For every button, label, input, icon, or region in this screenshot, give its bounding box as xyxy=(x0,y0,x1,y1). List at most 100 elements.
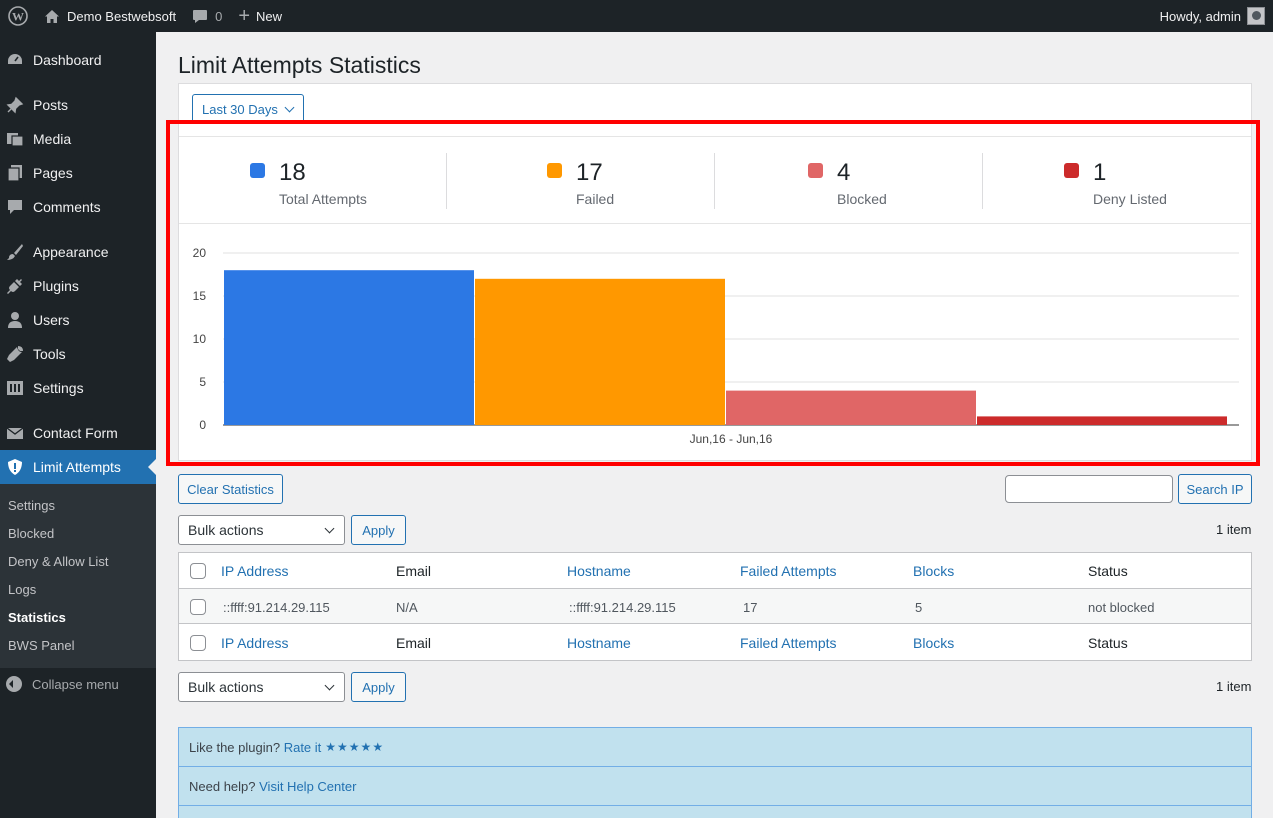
row-checkbox[interactable] xyxy=(190,599,206,615)
rate-plugin-notice: Like the plugin? Rate it ★★★★★ xyxy=(178,727,1252,767)
plus-icon: + xyxy=(238,5,251,27)
sidebar-item-label: Pages xyxy=(33,165,73,181)
column-footer-status: Status xyxy=(1088,635,1128,651)
column-header-failed-attempts[interactable]: Failed Attempts xyxy=(740,563,837,579)
column-footer-ip-address[interactable]: IP Address xyxy=(221,635,289,651)
stat-label: Failed xyxy=(576,191,615,207)
collapse-arrow-icon xyxy=(6,676,22,692)
sidebar-item-label: Posts xyxy=(33,97,69,113)
apply-button-bottom[interactable]: Apply xyxy=(351,672,406,702)
user-icon xyxy=(5,310,25,330)
column-header-blocks[interactable]: Blocks xyxy=(913,563,955,579)
stat-blocked: 4 Blocked xyxy=(715,137,983,225)
stat-label: Total Attempts xyxy=(279,191,367,207)
limit-attempts-submenu: Settings Blocked Deny & Allow List Logs … xyxy=(0,484,156,668)
bulk-actions-value: Bulk actions xyxy=(188,522,264,538)
site-name: Demo Bestwebsoft xyxy=(67,8,177,24)
comment-icon xyxy=(5,197,25,217)
chevron-down-icon xyxy=(284,102,295,113)
comment-icon xyxy=(192,9,208,24)
y-tick-label: 20 xyxy=(193,246,207,260)
y-tick-label: 15 xyxy=(193,289,207,303)
avatar xyxy=(1247,7,1265,25)
table-header-row: IP Address Email Hostname Failed Attempt… xyxy=(179,553,1251,589)
sidebar-item-users[interactable]: Users xyxy=(0,303,156,337)
notice-partial xyxy=(178,805,1252,818)
bar-chart: 0 5 10 15 20 Jun,16 - Jun,16 xyxy=(193,246,1239,446)
sidebar-item-limit-attempts[interactable]: Limit Attempts xyxy=(0,450,156,484)
sidebar-item-label: Plugins xyxy=(33,278,79,294)
column-header-status: Status xyxy=(1088,563,1128,579)
sidebar-item-comments[interactable]: Comments xyxy=(0,190,156,224)
chart-bar[interactable] xyxy=(224,270,474,425)
sidebar-item-media[interactable]: Media xyxy=(0,122,156,156)
admin-bar: W Demo Bestwebsoft 0 + New Howdy, admin xyxy=(0,0,1273,32)
submenu-blocked[interactable]: Blocked xyxy=(8,526,55,541)
submenu-settings[interactable]: Settings xyxy=(8,498,55,513)
search-ip-button[interactable]: Search IP xyxy=(1178,474,1252,504)
account-menu[interactable]: Howdy, admin xyxy=(1160,7,1273,25)
bulk-actions-select-top[interactable]: Bulk actions xyxy=(178,515,345,545)
wordpress-logo-icon[interactable]: W xyxy=(0,0,36,32)
sidebar-item-dashboard[interactable]: Dashboard xyxy=(0,43,156,77)
cell-blocks: 5 xyxy=(915,600,923,615)
sidebar-item-posts[interactable]: Posts xyxy=(0,88,156,122)
dashboard-icon xyxy=(5,50,25,70)
column-footer-failed-attempts[interactable]: Failed Attempts xyxy=(740,635,837,651)
sidebar-item-appearance[interactable]: Appearance xyxy=(0,235,156,269)
y-tick-label: 0 xyxy=(199,418,206,432)
submenu-logs[interactable]: Logs xyxy=(8,582,37,597)
home-icon xyxy=(44,9,60,24)
chevron-down-icon xyxy=(324,523,335,534)
sidebar-item-settings[interactable]: Settings xyxy=(0,371,156,405)
statistics-chart: 0 5 10 15 20 Jun,16 - Jun,16 xyxy=(179,225,1251,457)
select-all-checkbox[interactable] xyxy=(190,563,206,579)
stat-value: 18 xyxy=(279,159,306,186)
rate-it-link[interactable]: Rate it xyxy=(283,739,322,755)
legend-dot-total xyxy=(250,163,265,178)
media-icon xyxy=(5,129,25,149)
clear-statistics-button[interactable]: Clear Statistics xyxy=(178,474,283,504)
column-header-ip-address[interactable]: IP Address xyxy=(221,563,289,579)
sidebar-item-plugins[interactable]: Plugins xyxy=(0,269,156,303)
submenu-deny-allow-list[interactable]: Deny & Allow List xyxy=(8,554,109,569)
site-name-link[interactable]: Demo Bestwebsoft xyxy=(36,0,184,32)
legend-dot-deny-listed xyxy=(1064,163,1079,178)
collapse-menu-button[interactable]: Collapse menu xyxy=(0,674,119,694)
column-footer-hostname[interactable]: Hostname xyxy=(567,635,631,651)
comments-link[interactable]: 0 xyxy=(184,0,230,32)
like-text: Like the plugin? xyxy=(189,739,281,755)
apply-button-top[interactable]: Apply xyxy=(351,515,406,545)
help-text: Need help? xyxy=(189,778,256,794)
stat-value: 4 xyxy=(837,159,851,186)
x-tick-label: Jun,16 - Jun,16 xyxy=(690,432,773,446)
sidebar-item-label: Contact Form xyxy=(33,425,118,441)
new-label: New xyxy=(256,8,283,24)
item-count-top: 1 item xyxy=(1216,522,1252,537)
y-tick-label: 5 xyxy=(199,375,206,389)
submenu-statistics[interactable]: Statistics xyxy=(8,610,66,625)
sidebar-item-tools[interactable]: Tools xyxy=(0,337,156,371)
stars-icon[interactable]: ★★★★★ xyxy=(325,740,385,754)
submenu-bws-panel[interactable]: BWS Panel xyxy=(8,638,75,653)
new-content-link[interactable]: + New xyxy=(230,0,290,32)
attempts-table: IP Address Email Hostname Failed Attempt… xyxy=(178,552,1252,661)
stat-label: Deny Listed xyxy=(1093,191,1167,207)
column-header-hostname[interactable]: Hostname xyxy=(567,563,631,579)
column-header-email: Email xyxy=(396,563,432,579)
search-ip-input[interactable] xyxy=(1005,475,1173,503)
chart-bar[interactable] xyxy=(977,416,1227,425)
page-title: Limit Attempts Statistics xyxy=(178,52,421,78)
column-footer-blocks[interactable]: Blocks xyxy=(913,635,955,651)
sidebar-item-pages[interactable]: Pages xyxy=(0,156,156,190)
chart-bar[interactable] xyxy=(726,390,976,425)
y-tick-label: 10 xyxy=(193,332,207,346)
cell-status: not blocked xyxy=(1088,600,1155,615)
select-all-checkbox-footer[interactable] xyxy=(190,635,206,651)
cell-email: N/A xyxy=(396,600,418,615)
chart-bar[interactable] xyxy=(475,278,725,425)
sidebar-item-contact-form[interactable]: Contact Form xyxy=(0,416,156,450)
help-center-link[interactable]: Visit Help Center xyxy=(259,778,357,794)
bulk-actions-select-bottom[interactable]: Bulk actions xyxy=(178,672,345,702)
period-select[interactable]: Last 30 Days xyxy=(192,94,304,124)
